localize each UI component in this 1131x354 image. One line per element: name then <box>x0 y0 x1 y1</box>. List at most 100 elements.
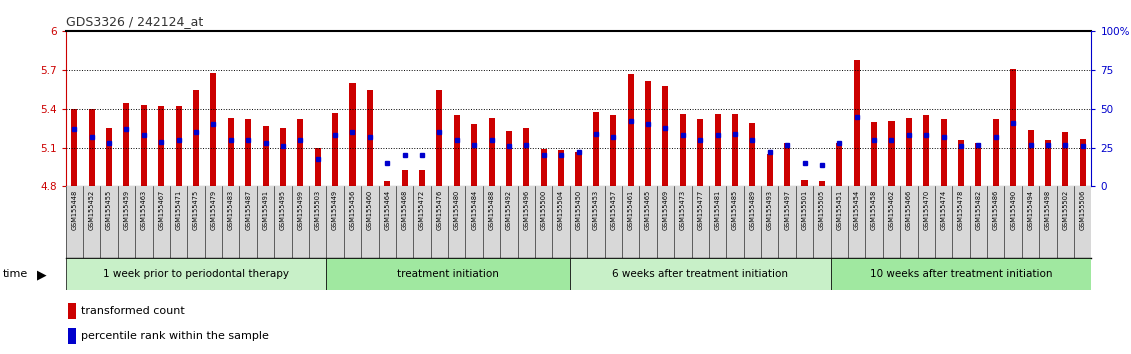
Bar <box>68 303 76 319</box>
Bar <box>680 114 685 187</box>
Bar <box>210 73 216 187</box>
Bar <box>889 121 895 187</box>
Text: GSM155452: GSM155452 <box>88 190 95 230</box>
Text: 1 week prior to periodontal therapy: 1 week prior to periodontal therapy <box>103 269 290 279</box>
Bar <box>975 143 982 187</box>
Bar <box>193 90 199 187</box>
Bar <box>1010 69 1017 187</box>
Bar <box>333 113 338 187</box>
Bar <box>158 106 164 187</box>
Text: percentile rank within the sample: percentile rank within the sample <box>80 331 268 341</box>
Bar <box>802 180 808 187</box>
Text: GSM155495: GSM155495 <box>280 190 286 230</box>
Bar <box>1062 132 1069 187</box>
Bar <box>437 90 442 187</box>
Bar <box>123 103 129 187</box>
Text: GSM155497: GSM155497 <box>784 190 791 230</box>
Bar <box>923 115 930 187</box>
Text: GSM155459: GSM155459 <box>123 190 129 230</box>
Text: GSM155478: GSM155478 <box>958 190 964 230</box>
Bar <box>611 115 616 187</box>
Bar <box>767 154 772 187</box>
Bar <box>66 258 327 291</box>
Text: GSM155476: GSM155476 <box>437 190 442 230</box>
Text: GSM155451: GSM155451 <box>836 190 843 230</box>
Text: GSM155470: GSM155470 <box>923 190 930 230</box>
Bar <box>489 118 494 187</box>
Bar <box>570 258 830 291</box>
Bar <box>327 258 570 291</box>
Text: transformed count: transformed count <box>80 306 184 316</box>
Text: GSM155492: GSM155492 <box>506 190 512 230</box>
Bar <box>506 131 512 187</box>
Text: GSM155460: GSM155460 <box>366 190 373 230</box>
Text: GSM155488: GSM155488 <box>489 190 494 230</box>
Text: GSM155464: GSM155464 <box>385 190 390 230</box>
Bar <box>906 118 912 187</box>
Text: 10 weeks after treatment initiation: 10 weeks after treatment initiation <box>870 269 1052 279</box>
Text: GSM155449: GSM155449 <box>333 190 338 230</box>
Bar <box>715 114 720 187</box>
Bar <box>366 90 373 187</box>
Text: GSM155506: GSM155506 <box>1080 190 1086 230</box>
Text: GSM155493: GSM155493 <box>767 190 772 230</box>
Text: GSM155481: GSM155481 <box>715 190 720 230</box>
Bar <box>472 125 477 187</box>
Bar <box>830 258 1091 291</box>
Text: GSM155463: GSM155463 <box>141 190 147 230</box>
Text: GSM155475: GSM155475 <box>193 190 199 230</box>
Text: GSM155473: GSM155473 <box>680 190 685 230</box>
Bar <box>279 129 286 187</box>
Text: GSM155448: GSM155448 <box>71 190 77 230</box>
Bar <box>941 119 947 187</box>
Bar <box>1045 140 1051 187</box>
Bar <box>71 109 77 187</box>
Bar <box>175 106 182 187</box>
Text: GSM155453: GSM155453 <box>593 190 599 230</box>
Text: GSM155491: GSM155491 <box>262 190 268 230</box>
Text: GSM155480: GSM155480 <box>454 190 460 230</box>
Text: GSM155461: GSM155461 <box>628 190 633 230</box>
Bar <box>349 83 355 187</box>
Bar <box>663 86 668 187</box>
Text: GSM155496: GSM155496 <box>524 190 529 230</box>
Text: GSM155485: GSM155485 <box>732 190 739 230</box>
Bar <box>454 115 460 187</box>
Bar <box>836 143 843 187</box>
Text: GSM155450: GSM155450 <box>576 190 581 230</box>
Bar <box>732 114 739 187</box>
Text: GSM155455: GSM155455 <box>106 190 112 230</box>
Bar <box>524 129 529 187</box>
Bar <box>628 74 633 187</box>
Text: GSM155499: GSM155499 <box>297 190 303 230</box>
Bar <box>1080 139 1086 187</box>
Bar <box>402 170 407 187</box>
Text: GSM155505: GSM155505 <box>819 190 824 230</box>
Text: GSM155486: GSM155486 <box>993 190 999 230</box>
Text: GSM155502: GSM155502 <box>1062 190 1069 230</box>
Bar <box>871 122 878 187</box>
Text: GSM155504: GSM155504 <box>558 190 564 230</box>
Text: GSM155484: GSM155484 <box>472 190 477 230</box>
Text: GSM155479: GSM155479 <box>210 190 216 230</box>
Text: GSM155462: GSM155462 <box>889 190 895 230</box>
Bar <box>854 60 860 187</box>
Bar <box>227 118 234 187</box>
Text: GSM155477: GSM155477 <box>697 190 703 230</box>
Text: GSM155457: GSM155457 <box>611 190 616 230</box>
Text: GSM155472: GSM155472 <box>418 190 425 230</box>
Text: GSM155465: GSM155465 <box>645 190 651 230</box>
Text: GSM155474: GSM155474 <box>941 190 947 230</box>
Bar <box>68 329 76 344</box>
Text: ▶: ▶ <box>37 268 48 281</box>
Text: GSM155467: GSM155467 <box>158 190 164 230</box>
Text: treatment initiation: treatment initiation <box>397 269 499 279</box>
Text: GSM155471: GSM155471 <box>175 190 182 230</box>
Bar <box>245 119 251 187</box>
Text: GSM155489: GSM155489 <box>750 190 756 230</box>
Text: GSM155466: GSM155466 <box>906 190 912 230</box>
Bar <box>697 119 703 187</box>
Bar <box>593 112 599 187</box>
Text: 6 weeks after treatment initiation: 6 weeks after treatment initiation <box>612 269 788 279</box>
Bar <box>418 170 425 187</box>
